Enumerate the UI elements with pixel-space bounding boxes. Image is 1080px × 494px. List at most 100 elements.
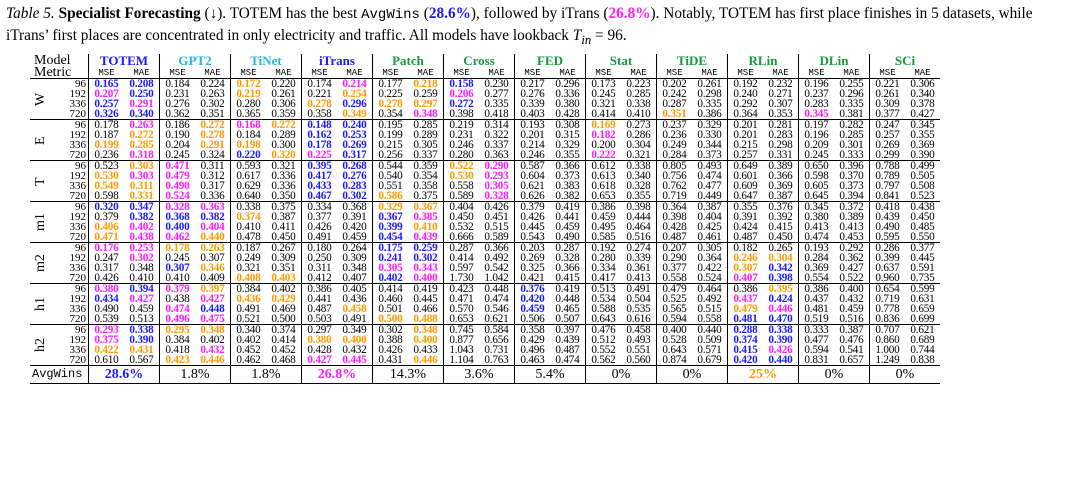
value-cell: 0.485 <box>910 221 935 233</box>
value-cell: 0.588 <box>585 303 621 315</box>
value-cell: 0.440 <box>200 231 225 243</box>
value-cell: 0.165 <box>88 78 124 89</box>
direction-arrow: (↓). <box>204 5 227 22</box>
value-cell: 0.376 <box>768 201 793 213</box>
value-cell: 0.387 <box>839 324 864 336</box>
value-cell: 0.594 <box>656 314 692 325</box>
value-cell: 0.259 <box>413 88 438 100</box>
value-cell: 0.368 <box>342 201 367 213</box>
value-cell: 0.374 <box>230 211 266 223</box>
horizon-cell: 336 <box>69 344 87 356</box>
value-cell: 0.487 <box>656 232 692 243</box>
value-cell: 0.297 <box>301 324 337 335</box>
value-cell: 0.412 <box>301 273 337 284</box>
value-cell: 0.307 <box>768 98 793 110</box>
value-cell: 0.418 <box>159 344 195 356</box>
value-cell: 0.178 <box>301 139 337 151</box>
table-label: Table 5. <box>6 5 55 22</box>
value-cell: 0.204 <box>159 139 195 151</box>
lookback-subscript: in <box>581 32 592 47</box>
value-cell: 0.321 <box>626 149 651 161</box>
value-cell: 0.331 <box>768 149 793 161</box>
value-cell: 0.280 <box>585 252 621 264</box>
value-cell: 0.358 <box>514 324 550 335</box>
value-cell: 0.599 <box>910 283 935 295</box>
horizon-cell: 336 <box>69 139 87 151</box>
value-cell: 0.436 <box>342 293 367 305</box>
value-cell: 0.731 <box>484 344 509 356</box>
value-cell: 0.380 <box>301 334 337 346</box>
value-cell: 0.264 <box>342 242 367 254</box>
value-cell: 0.423 <box>159 355 195 366</box>
avgwins-value: 28.6% <box>88 365 160 384</box>
value-cell: 0.291 <box>129 98 154 110</box>
value-cell: 0.192 <box>585 242 621 253</box>
value-cell: 0.219 <box>230 88 266 100</box>
value-cell: 0.355 <box>910 129 935 141</box>
value-cell: 0.253 <box>342 129 367 141</box>
value-cell: 0.462 <box>159 232 195 243</box>
value-cell: 0.445 <box>342 354 367 366</box>
value-cell: 0.224 <box>200 78 225 90</box>
value-cell: 0.523 <box>910 190 935 202</box>
value-cell: 0.400 <box>839 283 864 295</box>
value-cell: 0.874 <box>656 355 692 366</box>
value-cell: 0.432 <box>839 293 864 305</box>
value-cell: 0.402 <box>372 273 408 284</box>
value-cell: 0.460 <box>372 293 408 305</box>
value-cell: 0.355 <box>727 201 763 212</box>
value-cell: 0.184 <box>159 78 195 89</box>
avgwins-value: 5.4% <box>514 365 586 384</box>
value-cell: 0.325 <box>514 262 550 274</box>
value-cell: 0.479 <box>727 303 763 315</box>
value-cell: 0.386 <box>798 283 834 294</box>
value-cell: 0.645 <box>798 191 834 202</box>
value-cell: 0.370 <box>839 170 864 182</box>
value-cell: 0.314 <box>484 119 509 131</box>
mse-header: MSE <box>656 68 692 79</box>
value-cell: 0.380 <box>88 283 124 294</box>
value-cell: 0.199 <box>372 129 408 141</box>
value-cell: 0.523 <box>88 160 124 171</box>
value-cell: 0.544 <box>372 160 408 171</box>
value-cell: 0.570 <box>443 303 479 315</box>
value-cell: 0.426 <box>88 273 124 284</box>
value-cell: 0.367 <box>413 201 438 213</box>
avgwins-value: 0% <box>798 365 870 384</box>
value-cell: 0.311 <box>129 180 154 192</box>
value-cell: 0.621 <box>514 180 550 192</box>
value-cell: 0.296 <box>555 78 580 90</box>
value-cell: 0.404 <box>697 211 722 223</box>
value-cell: 0.269 <box>342 139 367 151</box>
value-cell: 0.621 <box>910 324 935 336</box>
value-cell: 0.338 <box>626 98 651 110</box>
value-cell: 0.326 <box>88 109 124 120</box>
value-cell: 0.246 <box>727 252 763 264</box>
value-cell: 0.232 <box>768 78 793 90</box>
value-cell: 0.415 <box>555 272 580 284</box>
mae-header: MAE <box>550 68 586 79</box>
value-cell: 0.382 <box>129 211 154 223</box>
mse-header: MSE <box>514 68 550 79</box>
value-cell: 0.354 <box>372 109 408 120</box>
mae-header: MAE <box>195 68 231 79</box>
avgwins-value: 0% <box>869 365 940 384</box>
value-cell: 0.427 <box>301 355 337 366</box>
value-cell: 0.403 <box>271 272 296 284</box>
value-cell: 0.415 <box>768 221 793 233</box>
value-cell: 0.214 <box>514 139 550 151</box>
value-cell: 0.329 <box>697 119 722 131</box>
value-cell: 0.438 <box>129 231 154 243</box>
avgwins-value: 1.8% <box>230 365 302 384</box>
value-cell: 0.495 <box>585 221 621 233</box>
value-cell: 0.272 <box>443 98 479 110</box>
value-cell: 0.719 <box>869 293 905 305</box>
value-cell: 0.271 <box>768 88 793 100</box>
value-cell: 0.304 <box>626 139 651 151</box>
value-cell: 0.410 <box>230 221 266 233</box>
value-cell: 0.298 <box>768 139 793 151</box>
value-cell: 0.452 <box>230 344 266 356</box>
value-cell: 0.530 <box>88 170 124 182</box>
value-cell: 0.267 <box>271 242 296 254</box>
value-cell: 0.558 <box>697 313 722 325</box>
